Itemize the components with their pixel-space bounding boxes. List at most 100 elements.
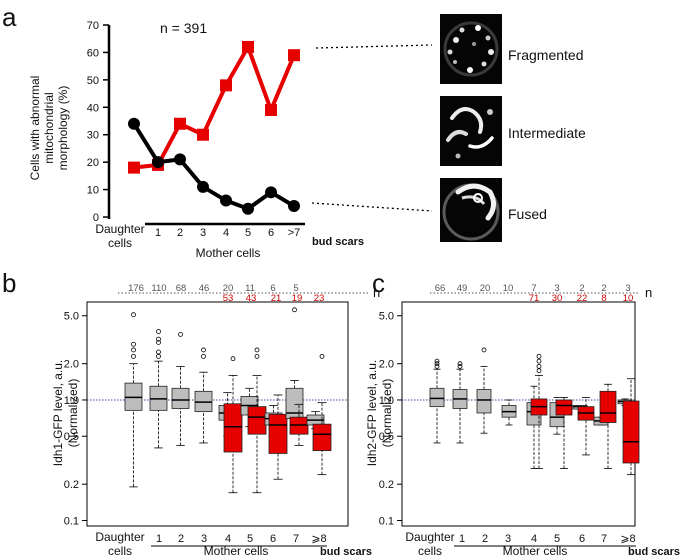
data-point-fused: [220, 194, 232, 207]
box-outlier: [201, 353, 206, 359]
n-count-red: 19: [292, 293, 303, 304]
xtick-label: ⩾8: [620, 533, 635, 545]
n-count-grey: 6: [270, 283, 275, 294]
box-outlier: [434, 363, 440, 369]
n-count-red: 53: [223, 293, 234, 304]
ytick-label: 0.1: [379, 515, 394, 527]
n-count-grey: 176: [128, 283, 144, 294]
data-point-fragmented: [128, 161, 140, 174]
xtick-label: 6: [270, 533, 276, 545]
box-red: [247, 406, 267, 435]
box-red: [223, 403, 243, 453]
n-count-grey: 2: [601, 283, 606, 294]
n-count-grey: 5: [293, 283, 298, 294]
panel-b-ylabel-2: (Normalized): [66, 379, 80, 448]
fused-connector: [311, 202, 433, 212]
n-count-grey: 49: [457, 283, 468, 294]
n-count-red: 71: [529, 293, 540, 304]
data-point-fused: [174, 153, 186, 166]
n-count-red: 30: [552, 293, 563, 304]
xtick-label: 7: [293, 533, 299, 545]
ytick-label: 0.2: [379, 479, 394, 491]
panel-a-n-label: n = 391: [160, 20, 207, 36]
panel-c-letter: c: [372, 268, 385, 298]
box-red: [268, 413, 288, 454]
data-point-fragmented: [265, 104, 277, 117]
panel-a-xtick-label: 3: [200, 227, 206, 239]
n-count-grey: 11: [245, 283, 255, 294]
data-point-fragmented: [242, 40, 254, 53]
box-outlier: [536, 363, 542, 369]
box-outlier: [457, 363, 463, 369]
panel-c-mother-cells: Mother cells: [503, 544, 568, 558]
ytick-label: 1.0: [64, 395, 79, 407]
panel-a-xtick-label: 6: [268, 227, 274, 239]
panel-c-ylabel-1: Idh2-GFP level, a.u.: [365, 360, 379, 467]
panel-b-bud-scars: bud scars: [320, 546, 372, 558]
panel-b-mother-cells: Mother cells: [204, 544, 269, 558]
data-point-fused: [288, 200, 300, 213]
panel-c-bud-scars: bud scars: [628, 546, 680, 558]
box-outlier: [254, 347, 260, 353]
box-outlier: [156, 353, 161, 359]
data-point-fused: [128, 117, 140, 130]
n-count-grey: 2: [579, 283, 584, 294]
panel-c-n-letter: n: [645, 285, 652, 300]
panel-a-ytick-label: 30: [87, 130, 99, 142]
box-outlier: [536, 358, 542, 364]
box-red: [312, 423, 332, 452]
xtick-label: 5: [247, 533, 253, 545]
xtick-label: 5: [554, 533, 560, 545]
fragmented-connector: [315, 44, 433, 49]
n-count-grey: 66: [435, 283, 446, 294]
box-outlier: [536, 353, 542, 359]
panel-a-xtick-label: 1: [155, 227, 161, 239]
data-point-fragmented: [220, 79, 232, 92]
n-count-red: 21: [271, 293, 282, 304]
xtick-label: 1: [459, 533, 465, 545]
box-grey: [476, 389, 492, 414]
n-count-grey: 110: [151, 283, 166, 294]
n-count-grey: 7: [531, 283, 536, 294]
box-outlier: [131, 312, 136, 318]
xtick-label: 3: [201, 533, 207, 545]
xtick-label: 2: [482, 533, 488, 545]
panel-b-daughter-line2: cells: [108, 544, 132, 558]
box-outlier: [457, 361, 463, 367]
fused-image: [440, 178, 502, 242]
box-outlier: [434, 358, 440, 364]
n-count-red: 8: [601, 293, 606, 304]
n-count-grey: 20: [480, 283, 491, 294]
box-outlier: [131, 347, 136, 353]
xtick-label: 7: [601, 533, 607, 545]
xtick-label: 1: [156, 533, 162, 545]
data-point-fused: [197, 180, 209, 193]
n-count-grey: 46: [199, 283, 210, 294]
panel-a-daughter-line1: Daughter: [95, 222, 144, 236]
panel-a-letter: a: [2, 2, 17, 32]
panel-a-mother-cells: Mother cells: [196, 246, 261, 260]
panel-b-daughter-line1: Daughter: [95, 530, 144, 544]
box-outlier: [254, 353, 260, 359]
panel-a-ytick-label: 60: [87, 47, 99, 59]
data-point-fused: [265, 186, 277, 199]
data-point-fragmented: [288, 49, 300, 62]
panel-a-ytick-label: 0: [93, 212, 99, 224]
box-outlier: [156, 349, 161, 355]
box-outlier: [156, 340, 161, 345]
data-point-fused: [242, 202, 254, 215]
data-point-fragmented: [174, 117, 186, 130]
xtick-label: 6: [579, 533, 585, 545]
panel-b-letter: b: [2, 268, 16, 298]
xtick-label: 4: [531, 533, 537, 545]
panel-a-ylabel-1: Cells with abnormal: [28, 76, 42, 181]
box-outlier: [434, 361, 440, 367]
box-outlier: [131, 341, 136, 347]
xtick-label: 2: [178, 533, 184, 545]
panel-a-daughter-line2: cells: [108, 236, 132, 250]
box-outlier: [292, 307, 297, 313]
panel-a-bud-scars: bud scars: [312, 236, 364, 248]
panel-b-ylabel-1: Idh1-GFP level, a.u.: [51, 360, 65, 467]
n-count-grey: 3: [625, 283, 630, 294]
panel-a-xtick-label: 4: [223, 227, 229, 239]
